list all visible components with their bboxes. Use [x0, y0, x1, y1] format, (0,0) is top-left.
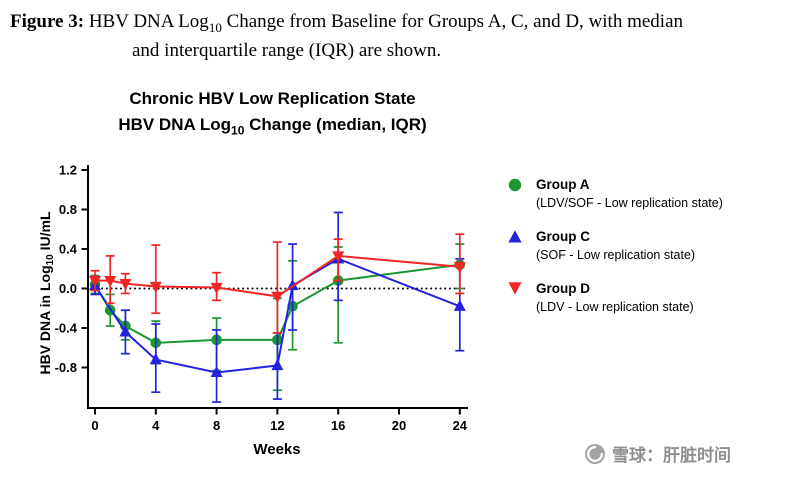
legend-name-group-d: Group D	[536, 281, 590, 296]
svg-text:24: 24	[453, 418, 468, 433]
caption-line2: and interquartile range (IQR) are shown.	[132, 40, 442, 62]
chart-title-line1: Chronic HBV Low Replication State	[129, 89, 416, 108]
svg-text:-0.8: -0.8	[55, 360, 77, 375]
watermark-text: 雪球：肝脏时间	[612, 446, 731, 465]
legend-text-group-d: Group D (LDV - Low replication state)	[536, 280, 694, 315]
caption-text-pre: HBV DNA Log	[84, 11, 209, 32]
figure-caption: Figure 3: HBV DNA Log10 Change from Base…	[10, 8, 792, 66]
svg-text:Weeks: Weeks	[253, 441, 300, 458]
svg-text:4: 4	[152, 418, 160, 433]
legend-entry-group-d: Group D (LDV - Low replication state)	[504, 280, 723, 315]
caption-line1: Figure 3: HBV DNA Log10 Change from Base…	[10, 11, 684, 35]
chart-title-line2: HBV DNA Log10 Change (median, IQR)	[118, 115, 427, 138]
chart-legend: Group A (LDV/SOF - Low replication state…	[504, 176, 723, 332]
legend-sub-group-c: (SOF - Low replication state)	[536, 248, 696, 262]
chart-plot: 1.2 0.8 0.4 0.0 -0.4 -0.8 0 4 8 12 16 20 24 Weeks HBV …	[37, 163, 469, 458]
xueqiu-snowball-icon	[585, 443, 605, 464]
svg-text:0.4: 0.4	[59, 242, 78, 257]
caption-text-post: Change from Baseline for Groups A, C, an…	[221, 11, 684, 32]
watermark: 雪球：肝脏时间	[584, 441, 731, 466]
legend-text-group-a: Group A (LDV/SOF - Low replication state…	[536, 176, 723, 211]
group-c-triangle-up-icon	[508, 230, 522, 243]
svg-text:0.0: 0.0	[59, 281, 77, 296]
svg-text:8: 8	[213, 418, 220, 433]
svg-text:0.8: 0.8	[59, 202, 77, 217]
svg-text:HBV DNA in Log10 IU/mL: HBV DNA in Log10 IU/mL	[37, 211, 56, 374]
svg-text:-0.4: -0.4	[55, 321, 78, 336]
svg-text:20: 20	[392, 418, 406, 433]
svg-text:12: 12	[270, 418, 284, 433]
legend-text-group-c: Group C (SOF - Low replication state)	[536, 228, 695, 263]
svg-text:16: 16	[331, 418, 345, 433]
legend-entry-group-a: Group A (LDV/SOF - Low replication state…	[504, 176, 723, 211]
legend-name-group-c: Group C	[536, 229, 590, 244]
group-a-circle-icon	[508, 178, 522, 192]
legend-name-group-a: Group A	[536, 177, 590, 192]
legend-sub-group-d: (LDV - Low replication state)	[536, 300, 694, 314]
chart-title: Chronic HBV Low Replication State HBV DN…	[75, 86, 470, 140]
svg-text:1.2: 1.2	[59, 163, 77, 178]
title-subscript: 10	[231, 123, 245, 138]
legend-entry-group-c: Group C (SOF - Low replication state)	[504, 228, 723, 263]
group-d-triangle-down-icon	[508, 282, 522, 295]
caption-subscript: 10	[208, 19, 222, 35]
legend-sub-group-a: (LDV/SOF - Low replication state)	[536, 196, 723, 210]
svg-text:0: 0	[91, 418, 98, 433]
caption-figure-label: Figure 3:	[10, 11, 85, 32]
